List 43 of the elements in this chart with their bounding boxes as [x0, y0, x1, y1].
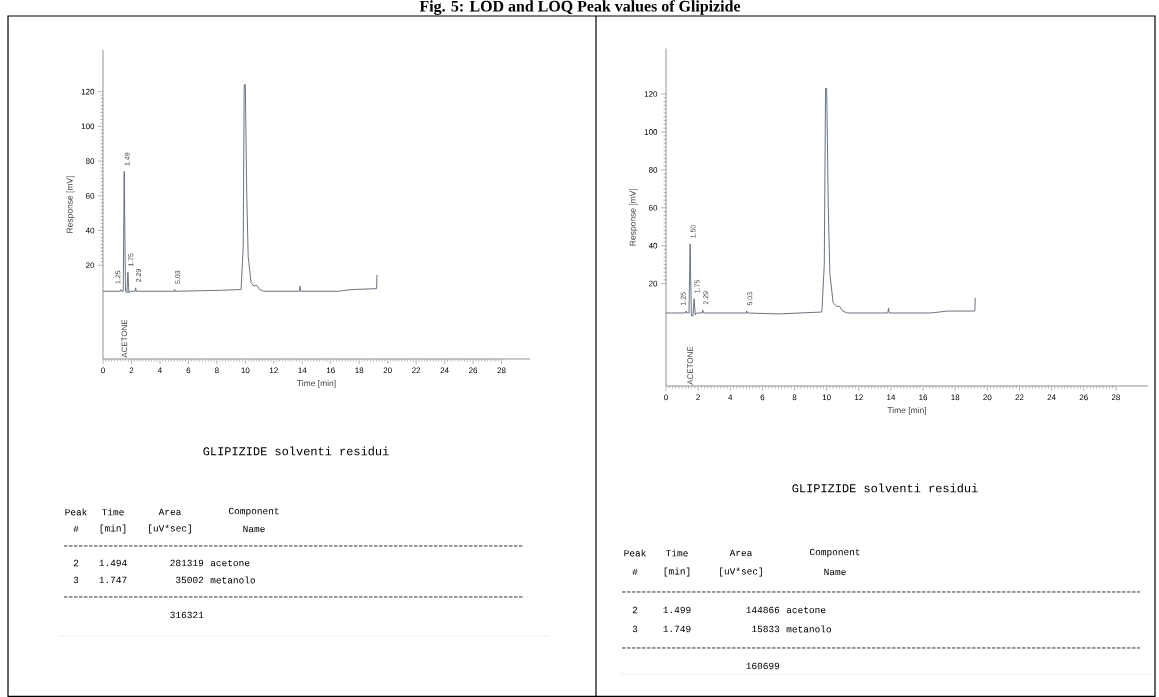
text: metanolo: [210, 576, 256, 584]
text: [min]: [100, 524, 126, 534]
text: 3: [632, 625, 638, 633]
text: Time: [666, 549, 688, 557]
text: 2: [73, 559, 79, 567]
text: Name: [243, 525, 265, 533]
text: 160699: [746, 662, 780, 670]
text: 2: [632, 606, 638, 614]
text: 1.494: [99, 559, 127, 567]
text: [min]: [664, 567, 690, 577]
text: 15833: [752, 625, 780, 633]
text: GLIPIZIDE solventi residui: [792, 483, 978, 493]
text: 316321: [170, 611, 204, 619]
text: [uV*sec]: [149, 524, 191, 534]
text: 281319: [170, 559, 204, 567]
text: acetone: [210, 559, 250, 567]
text: Area: [158, 508, 182, 516]
text: Component: [809, 548, 860, 558]
text: Peak: [65, 508, 87, 516]
text: [uV*sec]: [720, 567, 762, 577]
line-series: [665, 87, 976, 317]
text: Fig. 5: LOD and LOQ Peak values of Glipizide: [419, 0, 741, 15]
text: 144866: [746, 606, 780, 614]
text: #: [73, 525, 79, 533]
text: 1.499: [663, 606, 691, 614]
y-axis-title: Response [mV]: [66, 176, 75, 233]
text: Name: [824, 568, 846, 576]
x-axis-title: Time [min]: [887, 406, 926, 415]
text: acetone: [786, 606, 826, 614]
line-series: [102, 84, 378, 294]
text: Component: [228, 507, 279, 517]
text: #: [632, 568, 638, 576]
text: 1.747: [99, 576, 127, 584]
text: metanolo: [786, 625, 832, 633]
text: 3: [73, 576, 79, 584]
text: GLIPIZIDE solventi residui: [203, 446, 389, 456]
x-axis-title: Time [min]: [297, 379, 336, 388]
text: 35002: [176, 576, 204, 584]
text: 1.749: [663, 625, 691, 633]
text: Time: [101, 508, 124, 516]
text: Peak: [624, 549, 646, 557]
y-axis-title: Response [mV]: [629, 188, 638, 246]
text: Area: [729, 549, 753, 557]
